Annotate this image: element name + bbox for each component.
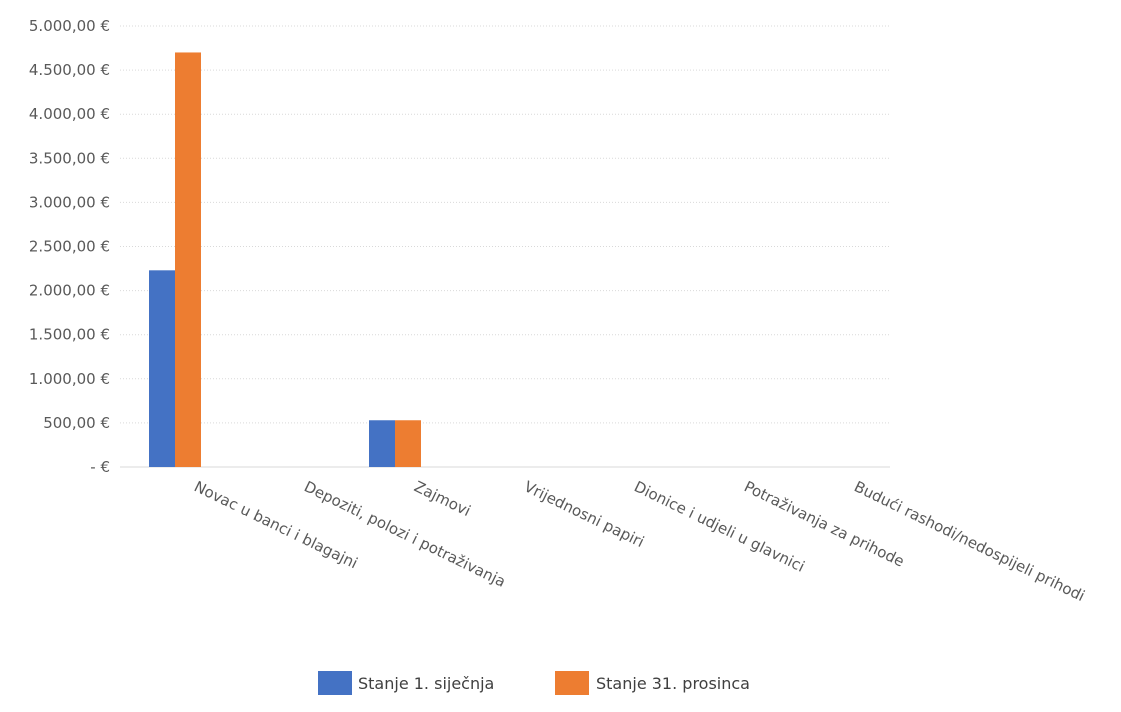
x-category-label: Budući rashodi/nedospijeli prihodi xyxy=(851,477,1087,605)
legend-label: Stanje 1. siječnja xyxy=(358,674,494,693)
x-category-label: Zajmovi xyxy=(411,477,473,520)
y-tick-label: 1.500,00 € xyxy=(29,326,110,344)
y-tick-label: 3.000,00 € xyxy=(29,193,110,211)
y-tick-label: 3.500,00 € xyxy=(29,149,110,167)
y-tick-label: 4.000,00 € xyxy=(29,105,110,123)
y-tick-label: 2.000,00 € xyxy=(29,282,110,300)
bar-stanje-31-prosinca-0 xyxy=(175,52,201,468)
y-tick-label: 1.000,00 € xyxy=(29,370,110,388)
y-axis-tick-labels: - € 500,00 € 1.000,00 € 1.500,00 € 2.000,00 … xyxy=(29,17,110,476)
legend-swatch xyxy=(318,671,352,695)
legend-label: Stanje 31. prosinca xyxy=(596,674,750,693)
x-category-label: Vrijednosni papiri xyxy=(521,477,647,551)
legend: Stanje 1. siječnja Stanje 31. prosinca xyxy=(318,671,750,695)
x-category-label: Depoziti, polozi i potraživanja xyxy=(301,477,508,590)
y-tick-label: 4.500,00 € xyxy=(29,61,110,79)
gridlines xyxy=(120,25,890,468)
y-tick-label: 500,00 € xyxy=(43,414,110,432)
legend-swatch xyxy=(555,671,589,695)
y-tick-label: 2.500,00 € xyxy=(29,238,110,256)
bar-stanje-1-sijecnja-0 xyxy=(149,270,175,467)
y-tick-label: 5.000,00 € xyxy=(29,17,110,35)
bars xyxy=(149,52,421,468)
y-tick-label: - € xyxy=(90,458,110,476)
bar-stanje-31-prosinca-2 xyxy=(395,420,421,467)
bar-stanje-1-sijecnja-2 xyxy=(369,420,395,467)
